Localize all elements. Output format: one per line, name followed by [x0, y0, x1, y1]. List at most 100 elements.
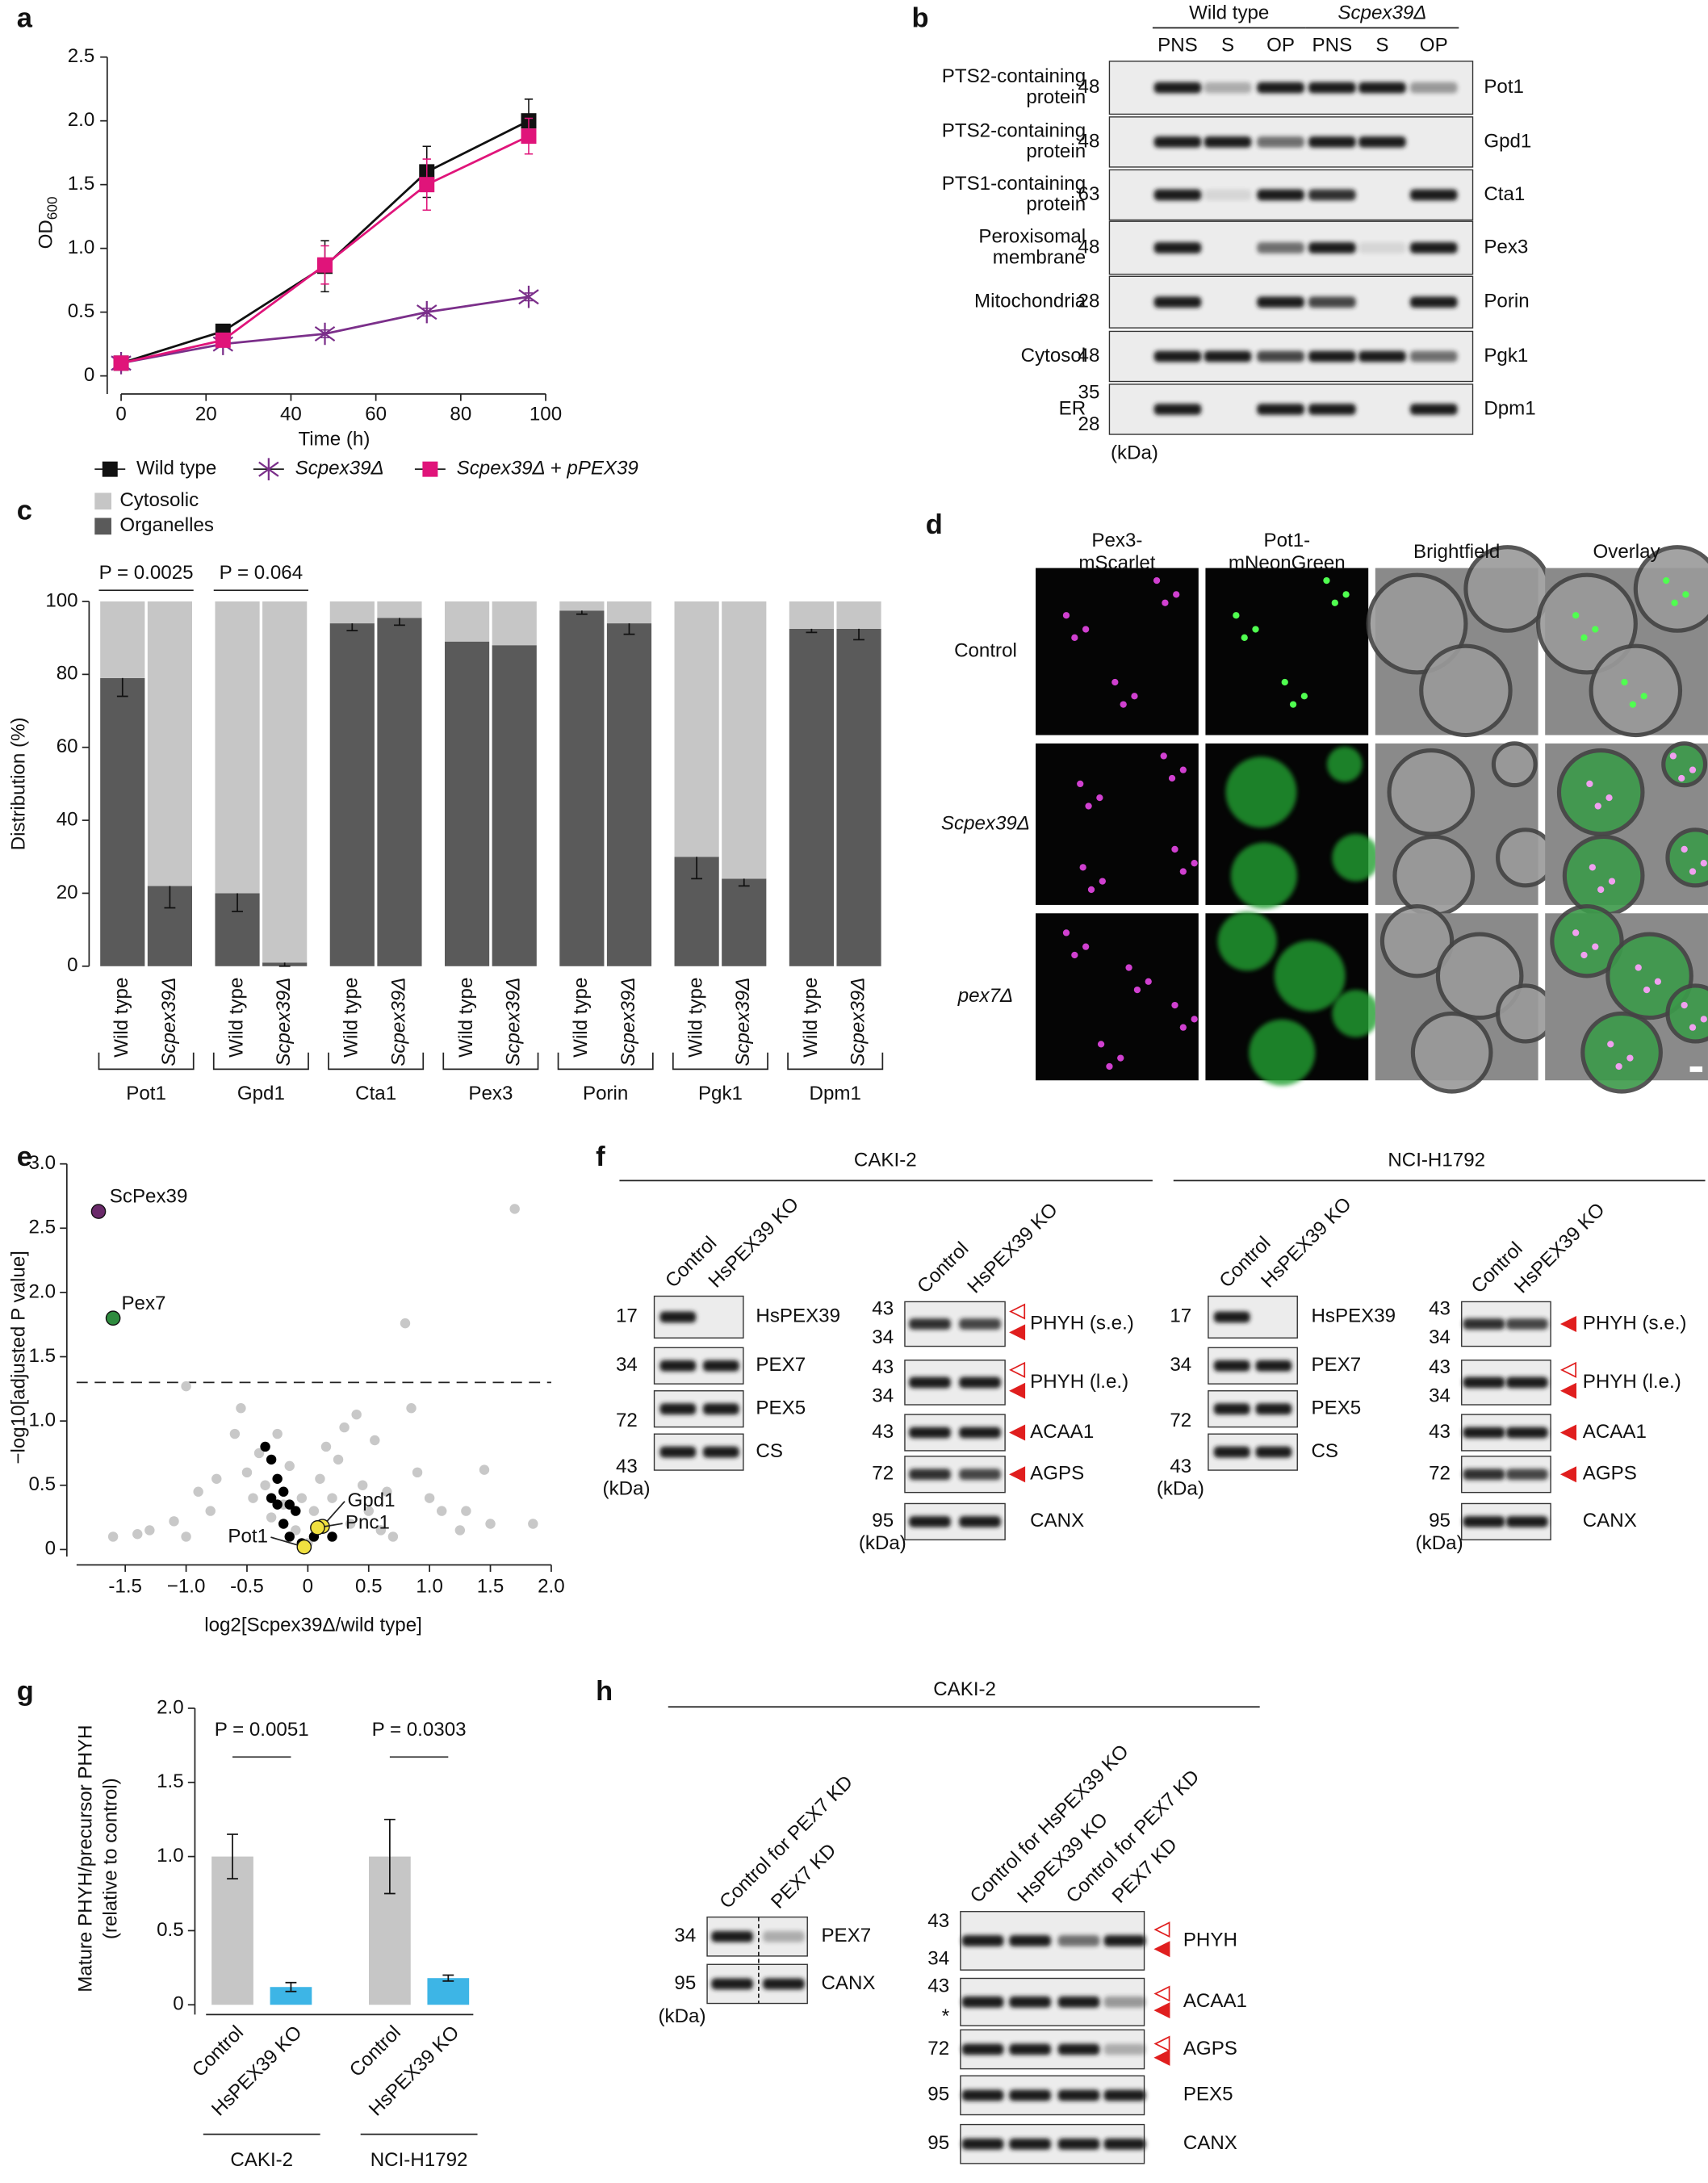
lane-label: OP [1266, 34, 1295, 56]
mw-marker: 34 [1170, 1354, 1191, 1376]
point [253, 1448, 265, 1459]
point [205, 1506, 216, 1516]
y-tick-label: 1.0 [28, 1410, 56, 1431]
group-bracket [98, 1052, 195, 1071]
puncta [1621, 678, 1628, 686]
panel-label: e [17, 1142, 32, 1172]
point [181, 1531, 191, 1542]
error-bar [383, 1818, 396, 1895]
x-tick-label: 20 [195, 403, 217, 425]
point [181, 1381, 191, 1392]
bar-segment [377, 601, 422, 618]
band [961, 1996, 1004, 2008]
bar-segment [215, 601, 260, 894]
p-value: P = 0.0025 [99, 562, 194, 584]
bar-segment [836, 628, 881, 966]
band [1409, 350, 1458, 362]
bar [427, 1978, 470, 2005]
mw-marker: 34 [872, 1326, 894, 1348]
protein-label: HsPEX39 [1311, 1305, 1396, 1327]
band [1103, 2043, 1146, 2055]
puncta [1160, 752, 1167, 760]
arrowhead [1153, 1985, 1170, 2002]
point [345, 1519, 356, 1529]
mw-marker: 72 [927, 2038, 949, 2059]
y-tick-label: 60 [57, 735, 78, 757]
point [132, 1529, 143, 1540]
bar-segment [329, 601, 375, 624]
band [1257, 296, 1304, 308]
row-label: Mitochondria [974, 291, 1086, 312]
y-tick-label: 0 [173, 1993, 183, 2015]
cell-outline [1665, 828, 1708, 888]
band [1255, 1446, 1292, 1458]
protein-label: AGPS [1030, 1463, 1084, 1485]
y-tick-label: 100 [45, 589, 77, 611]
puncta [1171, 845, 1178, 853]
mw-marker: 43 [872, 1356, 894, 1378]
x-tick-label: 0 [115, 403, 126, 425]
mw-marker: 43 [927, 1910, 949, 1932]
point [528, 1519, 538, 1529]
cell-outline [1419, 643, 1513, 738]
bar-segment [606, 623, 652, 966]
mw-marker: 95 [674, 1972, 696, 1994]
band [1153, 404, 1202, 415]
band [1505, 1515, 1548, 1527]
point [284, 1499, 295, 1510]
group-bracket [328, 1052, 425, 1071]
mw-marker: 35 [1078, 382, 1100, 404]
protein-label: PHYH (s.e.) [1030, 1312, 1134, 1334]
bar-segment [445, 601, 490, 642]
y-tick-label: 2.0 [28, 1280, 56, 1302]
lane-label: PNS [1312, 34, 1353, 56]
bar-segment [377, 618, 422, 966]
group-label: Cta1 [355, 1083, 396, 1104]
panel-label: h [596, 1676, 613, 1707]
puncta [1077, 780, 1084, 788]
puncta [1106, 1062, 1113, 1071]
panel-label: c [17, 496, 32, 526]
puncta [1131, 693, 1138, 700]
band [1358, 350, 1406, 362]
puncta [1331, 599, 1338, 606]
bar-segment [100, 601, 145, 678]
band [1358, 242, 1406, 253]
puncta [1700, 860, 1707, 867]
cell-signal [1274, 940, 1346, 1012]
point [339, 1422, 350, 1433]
group-label: Pgk1 [698, 1083, 743, 1104]
puncta [1678, 774, 1685, 782]
y-tick-label: 1.0 [157, 1845, 184, 1867]
point-label: Pnc1 [345, 1511, 390, 1533]
band [1213, 1311, 1250, 1323]
protein-label: PEX7 [756, 1354, 806, 1376]
y-tick-label: 0.5 [68, 300, 95, 322]
arrowhead [1153, 2049, 1170, 2066]
y-tick-label: 3.0 [28, 1152, 56, 1174]
mw-marker: 95 [1429, 1510, 1451, 1531]
band [1153, 350, 1202, 362]
band [1153, 296, 1202, 308]
arrowhead [1009, 1382, 1026, 1399]
band [1257, 242, 1304, 253]
cell-outline [1556, 748, 1645, 836]
band [1505, 1469, 1548, 1481]
cell-outline [1435, 932, 1524, 1020]
lane-label: PNS [1158, 34, 1198, 56]
point [291, 1506, 301, 1516]
bar-segment [722, 601, 767, 879]
band [659, 1446, 697, 1458]
band [1505, 1318, 1548, 1330]
band [1257, 82, 1304, 94]
protein-label: CS [756, 1440, 783, 1462]
point [229, 1428, 241, 1439]
legend-label: Organelles [119, 514, 214, 536]
band [1153, 189, 1202, 201]
band [1463, 1427, 1505, 1439]
band [1213, 1360, 1250, 1372]
mw-marker: 43 [616, 1456, 638, 1477]
row-label: protein [1026, 86, 1086, 108]
y-tick-label: 0.5 [157, 1919, 184, 1941]
protein-label: HsPEX39 [756, 1305, 840, 1327]
